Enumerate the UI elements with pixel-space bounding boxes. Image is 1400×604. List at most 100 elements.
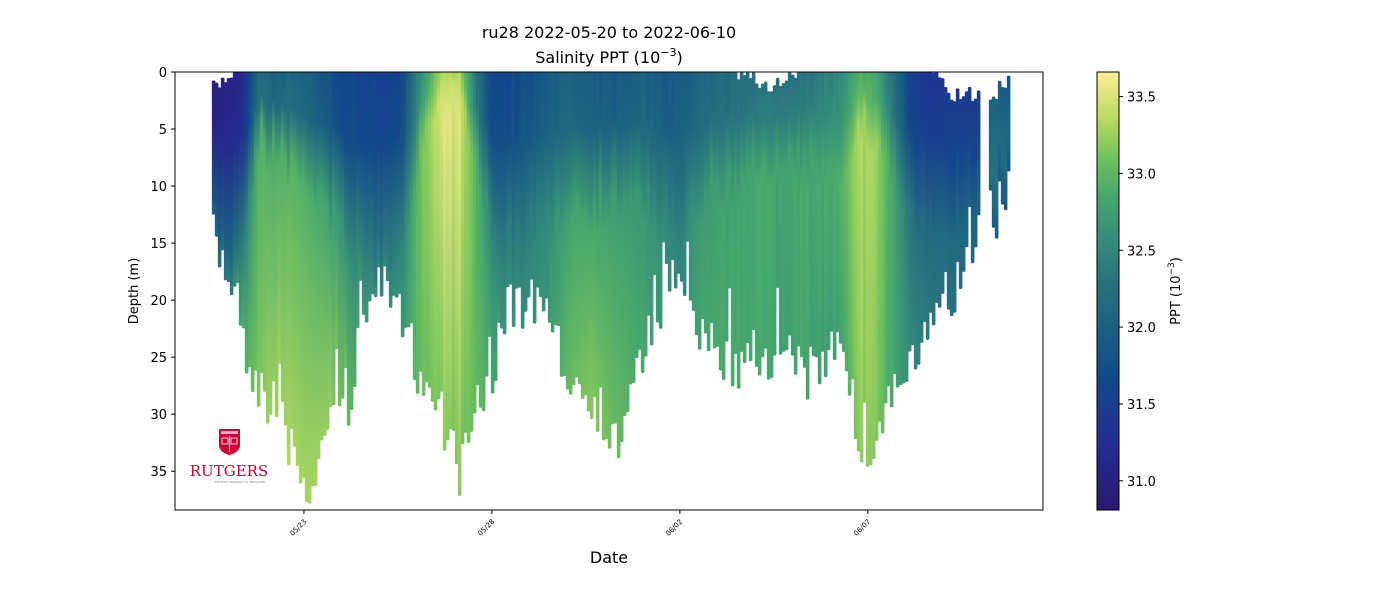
profile-column xyxy=(598,72,603,388)
profile-column xyxy=(298,72,303,484)
profile-column xyxy=(454,72,459,465)
profile-column xyxy=(397,72,402,295)
profile-column xyxy=(532,72,537,324)
profile-column xyxy=(538,72,543,298)
profile-column xyxy=(922,72,927,322)
profile-column xyxy=(928,72,933,313)
profile-column xyxy=(562,72,567,377)
profile-column xyxy=(526,72,531,298)
profile-column xyxy=(658,72,663,329)
profile-column xyxy=(904,72,909,383)
profile-column xyxy=(616,72,621,459)
profile-column xyxy=(967,86,972,208)
profile-column xyxy=(1000,86,1005,205)
profile-column xyxy=(328,72,333,408)
profile-column xyxy=(865,72,870,467)
profile-column xyxy=(763,81,768,349)
profile-column xyxy=(919,72,924,343)
profile-column xyxy=(259,72,264,374)
colorbar-label: PPT (10−3) xyxy=(1167,257,1184,325)
profile-column xyxy=(379,72,384,297)
profile-column xyxy=(313,72,318,487)
profile-column xyxy=(628,72,633,385)
profile-column xyxy=(577,72,582,385)
profile-column xyxy=(319,72,324,441)
profile-column xyxy=(775,77,780,288)
profile-column xyxy=(367,72,372,302)
profile-column xyxy=(862,72,867,403)
profile-column xyxy=(517,72,522,288)
profile-column xyxy=(421,72,426,396)
profile-column xyxy=(739,72,744,352)
profile-column xyxy=(889,72,894,408)
profile-column xyxy=(766,91,771,380)
profile-column xyxy=(778,85,783,355)
profile-column xyxy=(331,72,336,406)
x-tick-label: 05/23 xyxy=(288,518,308,538)
rutgers-logo: RUTGERS THE STATE UNIVERSITY OF NEW JERS… xyxy=(190,429,268,484)
profile-column xyxy=(292,72,297,447)
profile-column xyxy=(796,72,801,347)
profile-column xyxy=(1003,87,1008,211)
profile-column xyxy=(424,72,429,383)
profile-column xyxy=(943,86,948,273)
profile-column xyxy=(544,72,549,299)
profile-column xyxy=(229,77,234,296)
profile-column xyxy=(523,72,528,312)
profile-column xyxy=(706,72,711,352)
profile-column xyxy=(460,72,465,445)
profile-column xyxy=(790,74,795,356)
profile-column xyxy=(793,77,798,375)
profile-column xyxy=(847,72,852,396)
profile-column xyxy=(364,72,369,323)
colorbar: 31.0 31.5 32.0 32.5 33.0 33.5 PPT (10−3) xyxy=(1096,71,1184,511)
profile-column xyxy=(931,72,936,326)
profile-column xyxy=(529,72,534,280)
rutgers-wordmark: RUTGERS xyxy=(190,462,268,480)
profile-column xyxy=(607,72,612,449)
profile-column xyxy=(727,72,732,289)
profile-column xyxy=(781,83,786,352)
profile-column xyxy=(655,72,660,323)
profile-column xyxy=(736,79,741,389)
profile-column xyxy=(343,72,348,369)
profile-column xyxy=(487,72,492,337)
profile-column xyxy=(838,72,843,344)
profile-column xyxy=(880,72,885,434)
profile-column xyxy=(718,72,723,371)
profile-column xyxy=(901,72,906,384)
profile-column xyxy=(418,72,423,372)
profile-column xyxy=(376,72,381,268)
profile-column xyxy=(754,83,759,367)
profile-column xyxy=(457,72,462,496)
y-tick-label: 5 xyxy=(159,123,167,138)
y-tick-label: 10 xyxy=(150,180,167,195)
profile-column xyxy=(571,72,576,386)
profile-column xyxy=(748,78,753,362)
profile-column xyxy=(499,72,504,329)
profile-column xyxy=(463,72,468,433)
profile-column xyxy=(295,72,300,467)
profile-column xyxy=(505,72,510,288)
profile-column xyxy=(214,82,219,237)
y-tick-label: 25 xyxy=(150,351,167,366)
profile-column xyxy=(547,72,552,323)
profile-column xyxy=(349,72,354,411)
plot-data xyxy=(211,72,1011,504)
profile-column xyxy=(721,72,726,380)
y-tick-label: 35 xyxy=(150,465,167,480)
profile-column xyxy=(757,87,762,376)
profile-column xyxy=(220,77,225,251)
profile-column xyxy=(700,72,705,320)
profile-column xyxy=(310,72,315,487)
profile-column xyxy=(724,72,729,342)
profile-column xyxy=(892,72,897,375)
profile-column xyxy=(859,72,864,463)
profile-column xyxy=(556,72,561,327)
profile-column xyxy=(469,72,474,432)
profile-column xyxy=(673,72,678,289)
rutgers-tagline: THE STATE UNIVERSITY OF NEW JERSEY xyxy=(214,480,266,484)
profile-column xyxy=(682,72,687,296)
profile-column xyxy=(277,72,282,365)
profile-column xyxy=(322,72,327,436)
